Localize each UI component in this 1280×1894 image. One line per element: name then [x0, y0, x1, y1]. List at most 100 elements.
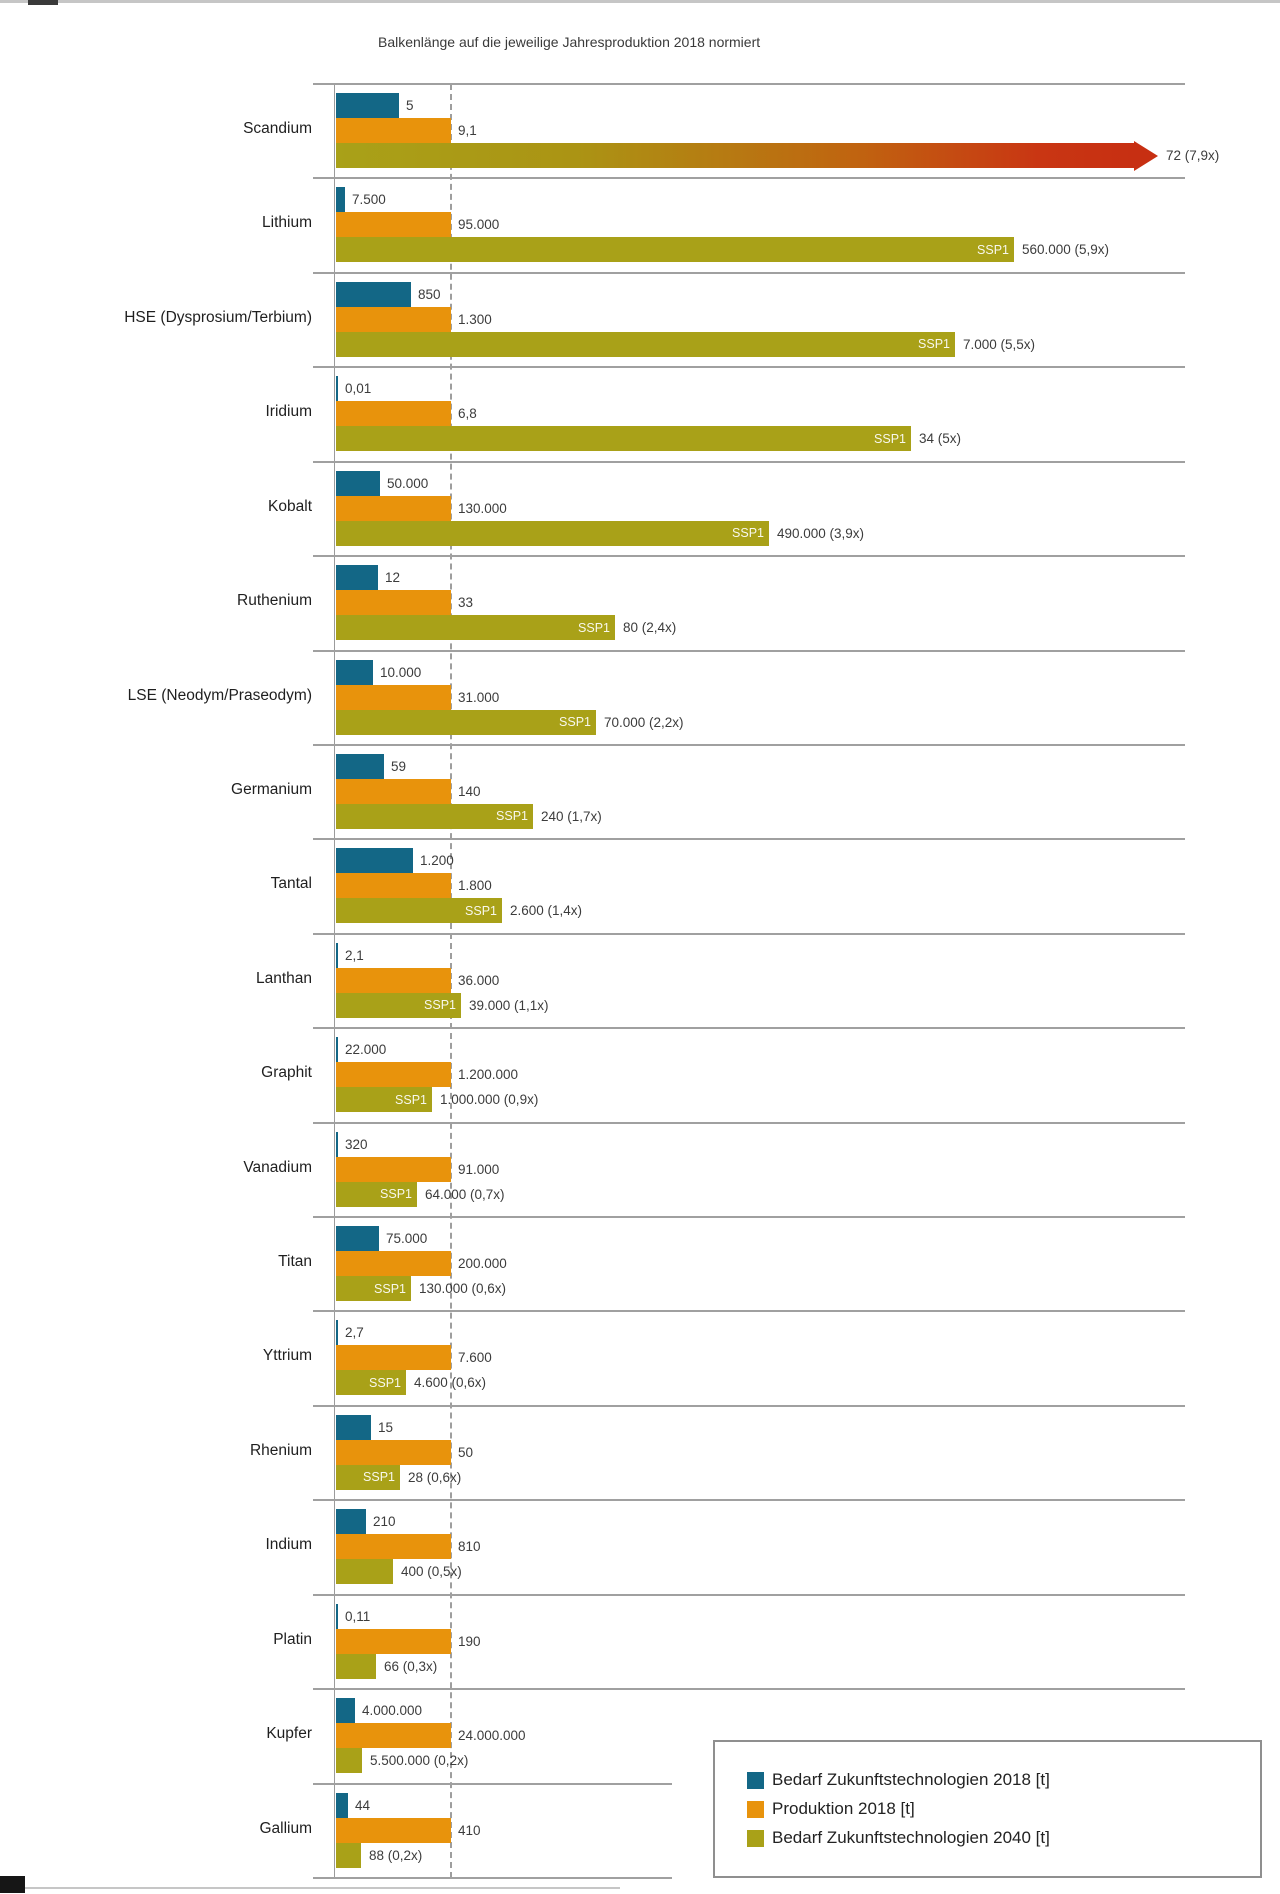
bar-demand-2018 [336, 942, 338, 968]
bar-demand-2018 [336, 470, 380, 496]
ssp1-scenario-tag: SSP1 [363, 1470, 395, 1485]
value-demand-2018: 15 [378, 1419, 394, 1435]
value-demand-2040: 4.600 (0,6x) [414, 1375, 487, 1391]
value-production-2018: 33 [458, 595, 474, 611]
value-demand-2018: 10.000 [380, 664, 422, 680]
ssp1-scenario-tag: SSP1 [424, 998, 456, 1013]
material-label: Graphit [261, 1064, 312, 1082]
row-separator [313, 1499, 1185, 1502]
bar-demand-2018 [336, 187, 345, 213]
ssp1-scenario-tag: SSP1 [369, 1375, 401, 1390]
value-production-2018: 410 [458, 1822, 481, 1838]
chart-row-kupfer: Kupfer 4.000.000 24.000.000 5.500.000 (0,2x… [0, 1689, 1280, 1783]
chart-row-kobalt: Kobalt 50.000 130.000 SSP1 490.000 (3,9x) [0, 462, 1280, 556]
bar-production-2018 [336, 306, 451, 332]
row-separator [313, 1310, 1185, 1313]
chart-row-gallium: Gallium 44 410 88 (0,2x) [0, 1784, 1280, 1878]
value-demand-2040: 560.000 (5,9x) [1022, 242, 1110, 258]
material-label: Platin [273, 1630, 312, 1648]
bar-demand-2040: SSP1 [336, 615, 615, 641]
row-separator [313, 1593, 1185, 1596]
bar-demand-2018 [336, 1792, 348, 1818]
value-demand-2018: 2,7 [345, 1325, 364, 1341]
material-label: LSE (Neodym/Praseodym) [127, 686, 312, 704]
bar-demand-2018 [336, 848, 413, 874]
value-production-2018: 7.600 [458, 1350, 492, 1366]
row-separator [313, 366, 1185, 369]
bar-demand-2040: SSP1 [336, 898, 502, 924]
row-separator [313, 1404, 1185, 1407]
value-demand-2018: 5 [406, 98, 414, 113]
chart-row-indium: Indium 210 810 400 (0,5x) [0, 1500, 1280, 1594]
bar-production-2018 [336, 495, 451, 521]
ssp1-scenario-tag: SSP1 [395, 1092, 427, 1107]
legend-swatch-production-2018-icon [747, 1800, 764, 1818]
material-label: Ruthenium [237, 592, 312, 610]
value-demand-2040: 28 (0,6x) [408, 1469, 462, 1485]
ssp1-scenario-tag: SSP1 [559, 715, 591, 730]
legend-label-demand-2040: Bedarf Zukunftstechnologien 2040 [t] [772, 1828, 1050, 1847]
value-demand-2018: 0,11 [345, 1608, 371, 1624]
ssp1-scenario-tag: SSP1 [874, 431, 906, 446]
bar-production-2018 [336, 118, 451, 143]
value-demand-2018: 210 [373, 1514, 396, 1530]
bar-demand-2018 [336, 376, 338, 402]
ssp1-scenario-tag: SSP1 [374, 1281, 406, 1296]
value-demand-2018: 320 [345, 1136, 368, 1152]
bar-demand-2040: SSP1 [336, 331, 955, 357]
page-bottom-left-mark [0, 1876, 25, 1893]
value-demand-2040: 1.000.000 (0,9x) [440, 1092, 539, 1108]
bar-demand-2040: SSP1 [336, 520, 769, 546]
material-label: Iridium [265, 403, 312, 421]
value-production-2018: 190 [458, 1633, 481, 1649]
bar-demand-2040 [336, 1653, 376, 1679]
bar-production-2018 [336, 873, 451, 899]
chart-row-titan: Titan 75.000 200.000 SSP1 130.000 (0,6x) [0, 1217, 1280, 1311]
legend: Bedarf Zukunftstechnologien 2018 [t] Pro… [713, 1740, 1262, 1878]
bar-production-2018 [336, 590, 451, 616]
row-separator [313, 932, 1185, 935]
legend-item-demand-2018: Bedarf Zukunftstechnologien 2018 [t] [747, 1770, 1260, 1790]
bar-demand-2040: SSP1 [336, 1370, 406, 1396]
chart-row-tantal: Tantal 1.200 1.800 SSP1 2.600 (1,4x) [0, 839, 1280, 933]
material-label: Scandium [243, 120, 312, 137]
material-label: Germanium [231, 780, 312, 798]
bar-production-2018 [336, 1817, 451, 1843]
legend-item-production-2018: Produktion 2018 [t] [747, 1799, 1260, 1819]
normalization-dashed-line [450, 84, 452, 1878]
material-label: Lithium [262, 214, 312, 232]
bar-demand-2018 [336, 281, 411, 307]
ssp1-scenario-tag: SSP1 [380, 1187, 412, 1202]
value-demand-2018: 7.500 [352, 192, 386, 208]
bar-demand-2040: SSP1 [336, 237, 1014, 263]
value-demand-2018: 59 [391, 758, 407, 774]
bar-demand-2018 [336, 753, 384, 779]
value-demand-2040: 39.000 (1,1x) [469, 997, 549, 1013]
bar-demand-2018 [336, 1226, 379, 1252]
page-top-left-mark [28, 0, 58, 5]
value-production-2018: 36.000 [458, 972, 500, 988]
ssp1-scenario-tag: SSP1 [465, 903, 497, 918]
bar-production-2018 [336, 401, 451, 427]
value-demand-2040: 2.600 (1,4x) [510, 903, 583, 919]
value-demand-2018: 4.000.000 [362, 1703, 423, 1719]
chart-row-platin: Platin 0,11 190 66 (0,3x) [0, 1595, 1280, 1689]
page-top-edge-line [0, 0, 1280, 3]
row-separator [313, 83, 1185, 85]
bar-production-2018 [336, 1723, 451, 1749]
value-demand-2018: 850 [418, 286, 441, 302]
value-demand-2018: 0,01 [345, 381, 372, 397]
bar-demand-2018 [336, 565, 378, 591]
row-separator [313, 177, 1185, 180]
bar-demand-2018 [336, 1603, 338, 1629]
value-demand-2040: 34 (5x) [919, 431, 962, 447]
value-demand-2040: 240 (1,7x) [541, 808, 602, 824]
bar-demand-2040: SSP1 [336, 709, 596, 735]
value-production-2018: 9,1 [458, 123, 477, 138]
value-demand-2040: 72 (7,9x) [1166, 148, 1220, 163]
value-demand-2018: 2,1 [345, 947, 364, 963]
material-label: Kobalt [268, 497, 312, 515]
row-separator [313, 1876, 672, 1879]
bar-production-2018 [336, 1062, 451, 1088]
